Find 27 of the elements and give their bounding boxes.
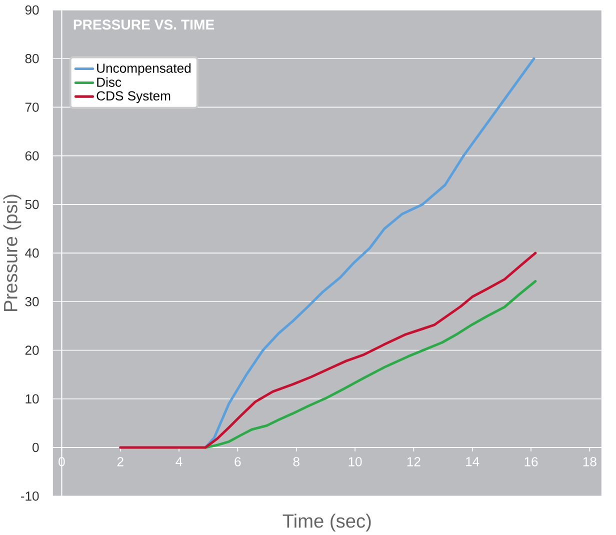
y-tick-label: 50 (25, 200, 39, 210)
legend-label: Disc (97, 77, 122, 87)
x-tick-label: 10 (348, 457, 362, 466)
y-tick-label: 0 (32, 442, 39, 452)
x-tick-label: 16 (524, 457, 538, 466)
legend-label: CDS System (96, 91, 170, 104)
y-tick-label: 70 (25, 102, 39, 112)
y-tick-label: 90 (25, 5, 39, 15)
y-axis-title: Pressure (psi) (3, 194, 22, 312)
line-series (204, 280, 537, 449)
x-tick-label: 14 (466, 457, 480, 466)
y-tick-label: 60 (25, 151, 39, 160)
x-tick-label: 12 (407, 457, 420, 466)
y-tick-label: 10 (26, 394, 39, 404)
x-tick-label: 8 (293, 457, 300, 466)
y-tick-label: -10 (20, 492, 39, 501)
x-tick-label: 2 (117, 457, 124, 466)
y-tick-label: 30 (25, 297, 39, 306)
text: PRESSURE VS. TIME (74, 20, 214, 30)
legend-label: Uncompensated (97, 63, 191, 76)
x-tick-label: 4 (176, 457, 182, 466)
y-tick-label: 80 (25, 54, 39, 64)
x-tick-label: 18 (583, 457, 596, 466)
y-tick-label: 20 (25, 346, 39, 355)
x-tick-label: 6 (234, 457, 241, 466)
x-axis-title: Time (sec) (282, 514, 371, 532)
y-tick-label: 40 (25, 248, 39, 258)
